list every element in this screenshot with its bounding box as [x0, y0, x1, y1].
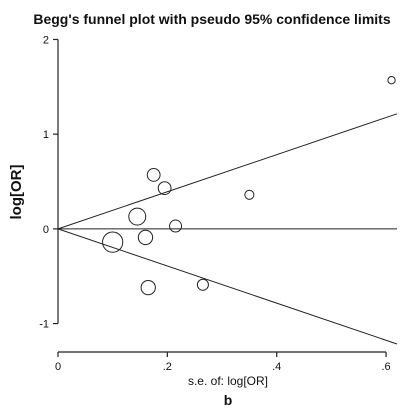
study-point — [169, 219, 183, 233]
y-tick-label: 0 — [43, 224, 49, 236]
y-axis-label: log[OR] — [8, 165, 25, 220]
x-tick-label: .4 — [272, 361, 281, 373]
study-point — [196, 278, 209, 291]
study-point — [140, 279, 156, 296]
chart-title: Begg's funnel plot with pseudo 95% confi… — [33, 11, 390, 27]
upper-confidence-limit-line — [57, 113, 398, 230]
panel-label: b — [224, 392, 233, 408]
y-tick-label: -1 — [39, 319, 49, 331]
study-point — [157, 181, 172, 196]
study-points — [102, 76, 396, 296]
study-point — [137, 229, 154, 246]
study-point — [244, 189, 255, 200]
x-axis-label: s.e. of: log[OR] — [188, 374, 268, 388]
x-tick-label: .2 — [163, 361, 172, 373]
y-tick-label: 2 — [43, 34, 49, 46]
lower-confidence-limit-line — [57, 228, 398, 345]
plot-area: -1 0 1 2 0 .2 .4 .6 — [39, 34, 398, 373]
axis-ticks: -1 0 1 2 0 .2 .4 .6 — [39, 34, 390, 373]
study-point — [387, 76, 396, 85]
y-tick-label: 1 — [43, 129, 49, 141]
study-point — [146, 168, 161, 182]
study-point — [128, 207, 147, 226]
study-point — [102, 231, 124, 253]
x-tick-label: .6 — [381, 361, 390, 373]
x-tick-label: 0 — [55, 361, 61, 373]
